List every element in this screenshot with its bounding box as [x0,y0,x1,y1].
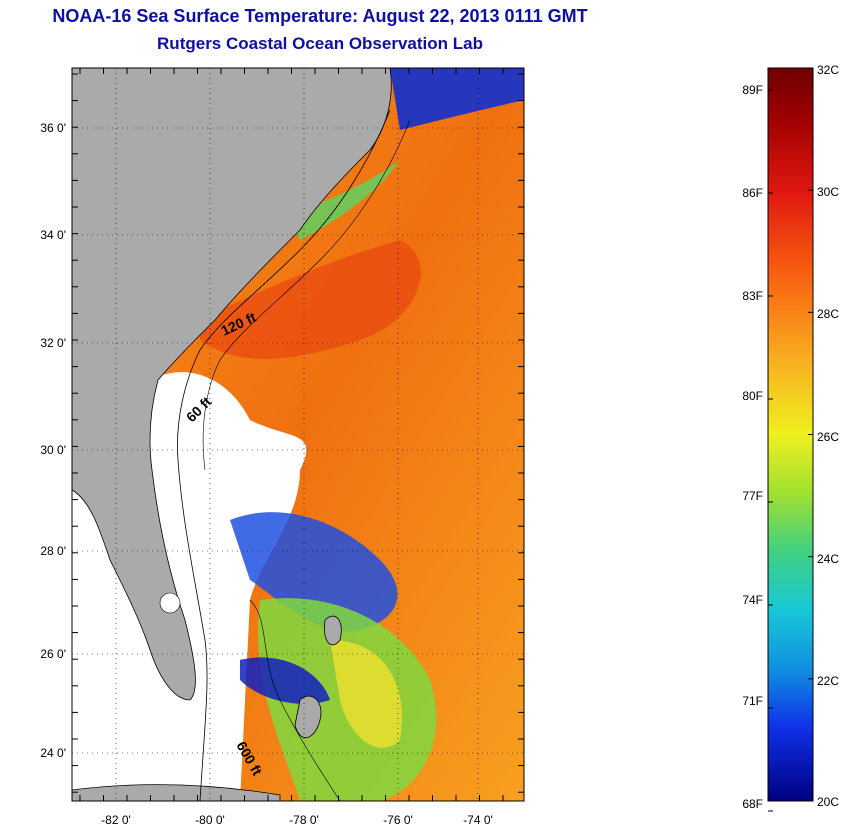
colorbar-f-label: 77F [742,489,763,503]
lon-label: -82 0' [101,813,131,827]
island [324,615,342,646]
colorbar-f-label: 80F [742,389,763,403]
lon-label: -74 0' [463,813,493,827]
island [72,784,281,801]
colorbar-f-labels: 89F 86F 83F 80F 77F 74F 71F 68F [742,83,763,811]
map-ticks [72,68,524,801]
island [294,695,322,738]
lat-label: 30 0' [40,443,66,457]
colorbar-c-label: 22C [817,674,839,688]
colorbar-f-label: 86F [742,186,763,200]
lat-label: 24 0' [40,746,66,760]
lon-label: -76 0' [383,813,413,827]
lat-label: 28 0' [40,544,66,558]
lat-label: 36 0' [40,121,66,135]
lake-okeechobee [159,592,181,614]
colorbar-f-label: 68F [742,797,763,811]
bathymetry-contour [177,109,391,801]
lat-label: 32 0' [40,336,66,350]
lon-label: -80 0' [195,813,225,827]
colorbar-c-label: 26C [817,430,839,444]
lat-label: 26 0' [40,647,66,661]
map-frame [71,67,525,802]
map-title: NOAA-16 Sea Surface Temperature: August … [52,6,588,26]
bathymetry-contour [249,599,341,801]
colorbar-f-label: 71F [742,694,763,708]
colorbar-c-label: 30C [817,185,839,199]
sst-cool-band [330,640,402,748]
colorbar-ticks [768,67,813,812]
sst-warm-patch [200,240,421,359]
sst-cool-band [230,512,398,632]
sst-cool-band [390,68,524,130]
colorbar-f-label: 83F [742,289,763,303]
colorbar-c-label: 28C [817,307,839,321]
land-mass [72,68,392,701]
colorbar: 89F 86F 83F 80F 77F 74F 71F 68F 32C 30C … [742,63,839,812]
map-area [72,68,524,801]
map-subtitle: Rutgers Coastal Ocean Observation Lab [157,34,483,53]
colorbar-c-labels: 32C 30C 28C 26C 24C 22C 20C [817,63,839,809]
sst-cool-band [240,657,330,704]
map-grid [72,68,524,801]
sst-cool-band [290,160,400,240]
bathymetry-contour [202,119,411,471]
colorbar-c-label: 32C [817,63,839,77]
longitude-labels: -82 0' -80 0' -78 0' -76 0' -74 0' [101,813,493,827]
colorbar-gradient [767,67,814,802]
latitude-labels: 36 0' 34 0' 32 0' 30 0' 28 0' 26 0' 24 0… [40,121,66,760]
lon-label: -78 0' [289,813,319,827]
colorbar-f-label: 89F [742,83,763,97]
lat-label: 34 0' [40,228,66,242]
colorbar-c-label: 24C [817,552,839,566]
colorbar-f-label: 74F [742,593,763,607]
colorbar-c-label: 20C [817,795,839,809]
